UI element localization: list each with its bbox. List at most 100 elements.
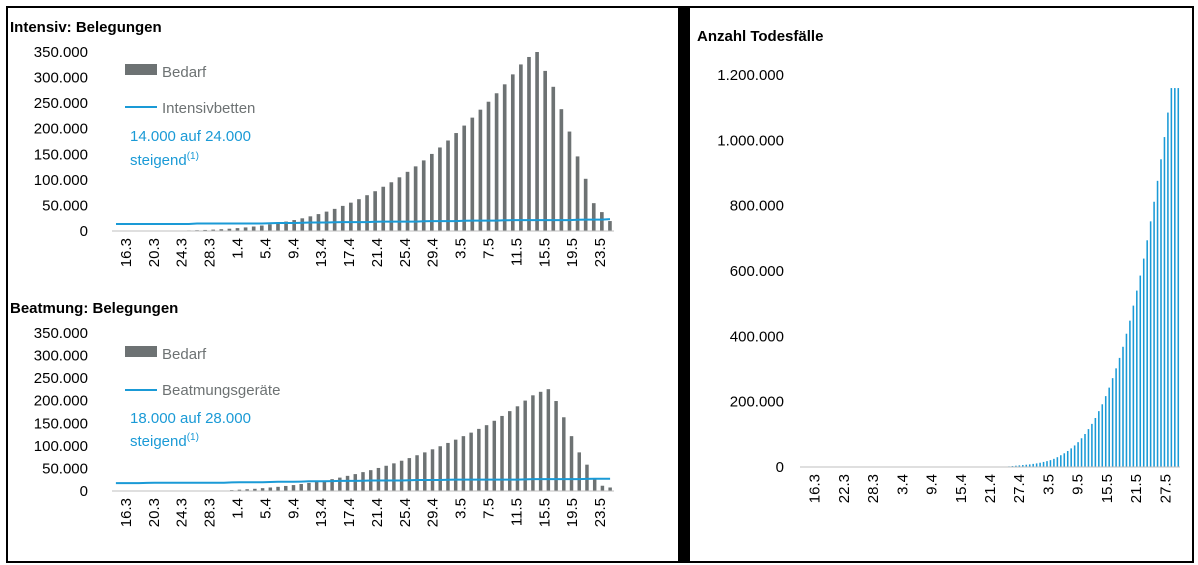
chart3-bar [1163,137,1166,468]
chart2-bar [546,389,551,491]
chart3-bar [1073,445,1076,467]
chart3-ytick-label: 600.000 [730,263,784,280]
chart2-xtick-label: 5.4 [257,498,274,519]
chart2-ytick-label: 300.000 [34,348,88,365]
chart1-bar [373,191,377,231]
chart2-bar [237,489,242,491]
chart2-xtick-label: 28.3 [202,498,219,527]
chart2-ytick-label: 100.000 [34,438,88,455]
chart3-ytick-label: 1.000.000 [717,132,784,149]
chart2-bar [407,458,412,491]
chart1-ytick-label: 150.000 [34,146,88,163]
chart2-bar [376,467,381,491]
chart2-bar [569,436,574,491]
chart3-bar [1053,458,1055,467]
chart2-xtick-label: 13.4 [313,498,330,527]
chart3-title: Anzahl Todesfälle [697,28,823,45]
left-panel [6,6,680,563]
chart3-ytick-label: 1.200.000 [717,67,784,84]
chart1-bar [324,211,329,231]
chart1-bar [502,84,507,231]
chart3-ytick-label: 400.000 [730,328,784,345]
chart1-bar [243,227,248,231]
chart3-bar [1025,464,1028,467]
chart1-xtick-label: 13.4 [313,238,330,267]
chart2-bar [554,401,558,491]
chart1-bar [454,133,458,231]
chart3-bar [1142,258,1145,467]
chart2-bar [508,411,512,491]
chart1-bar [227,228,232,231]
chart3-bar [1066,450,1069,467]
chart3-bar [1149,221,1152,467]
chart1-ytick-label: 250.000 [34,95,88,112]
chart2-note-line2: steigend(1) [130,432,199,450]
chart2-bar [284,485,288,491]
chart1-bar [543,70,547,232]
chart1-xtick-label: 21.4 [369,238,386,267]
chart1-legend-bar-label: Bedarf [162,64,207,81]
chart2-bar [453,439,458,491]
chart1-bar [276,223,280,231]
chart3-bar [1018,465,1021,467]
chart2-xtick-label: 25.4 [397,498,414,527]
chart1-xtick-label: 24.3 [174,238,191,267]
chart2-bar [299,483,303,491]
chart3-xtick-label: 15.5 [1099,474,1116,503]
chart1-bar [332,208,337,231]
chart1-bar [446,140,450,231]
chart3-ytick-label: 800.000 [730,198,784,215]
chart1-xtick-label: 15.5 [536,238,553,267]
chart1-bar [413,166,418,231]
chart1-bar [349,202,353,231]
chart1-bar [591,203,596,231]
chart3-bar [1146,240,1148,467]
chart2-xtick-label: 15.5 [536,498,553,527]
chart1-bar [608,221,612,231]
chart3-xtick-label: 27.4 [1011,474,1028,503]
chart1-xtick-label: 1.4 [230,238,247,259]
chart1-bar [300,218,305,231]
chart3-xtick-label: 21.5 [1128,474,1145,503]
chart2-xtick-label: 3.5 [453,498,470,519]
chart2-bar [314,481,319,491]
chart2-bar [392,463,396,491]
chart1-ytick-label: 200.000 [34,121,88,138]
chart3-bar [1070,448,1072,467]
chart3-bar [1111,378,1114,467]
chart3-bar [1028,464,1031,467]
chart2-bar [245,489,249,491]
chart2-xtick-label: 17.4 [341,498,358,527]
chart3-bar [1080,438,1083,467]
chart2-xtick-label: 7.5 [481,498,498,519]
chart1-xtick-label: 19.5 [564,238,581,267]
chart2-ytick-label: 250.000 [34,370,88,387]
chart3-bar [1104,396,1107,467]
chart2-bar [399,460,404,491]
chart2-xtick-label: 11.5 [508,498,525,526]
chart1-xtick-label: 7.5 [481,238,498,259]
chart3-bar [1125,333,1128,467]
chart3-bar [1091,423,1093,467]
chart2-bar [608,487,612,491]
chart1-bar [559,109,564,231]
chart2-bar [415,455,419,491]
chart1-bar [284,221,288,231]
chart1-line-intensivbetten [116,218,611,225]
chart3-bar [1098,411,1100,467]
chart1-bar [470,117,475,231]
chart2-bar [531,395,535,491]
chart1-xtick-label: 20.3 [146,238,163,267]
chart2-xtick-label: 24.3 [174,498,191,527]
chart3-bar [1042,461,1045,467]
chart3-bar [1153,201,1155,467]
chart3-bar [1022,465,1024,467]
chart2-bar [469,432,473,491]
chart2-bar [438,446,442,491]
chart3-xtick-label: 27.5 [1157,474,1174,503]
chart2-bar [307,482,311,491]
chart3-bar [1139,275,1142,467]
chart2-ytick-label: 350.000 [34,325,88,342]
chart3-xtick-label: 28.3 [865,474,882,503]
